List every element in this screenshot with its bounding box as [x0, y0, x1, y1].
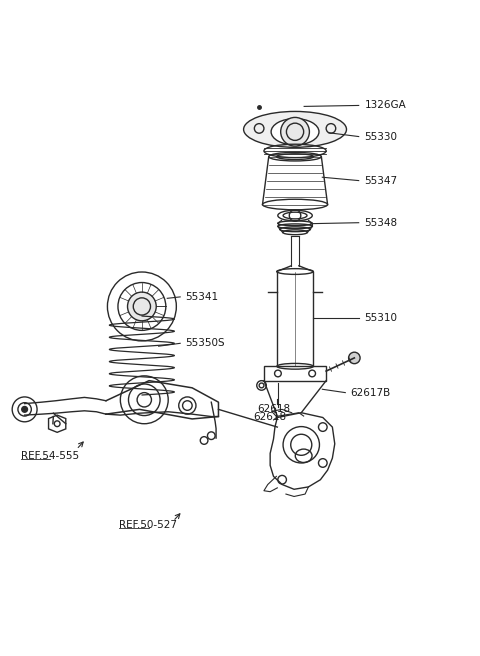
- Text: 62617B: 62617B: [350, 388, 390, 398]
- Circle shape: [128, 292, 156, 321]
- Text: 55350S: 55350S: [185, 338, 225, 348]
- Circle shape: [348, 352, 360, 363]
- Text: 62618: 62618: [257, 404, 290, 415]
- Text: 62618: 62618: [253, 412, 286, 422]
- Text: REF.54-555: REF.54-555: [21, 451, 79, 461]
- Text: 1326GA: 1326GA: [364, 100, 406, 110]
- Text: 55347: 55347: [364, 176, 397, 186]
- Text: 55330: 55330: [364, 132, 397, 142]
- Circle shape: [22, 407, 27, 412]
- Text: 55348: 55348: [364, 218, 397, 228]
- Ellipse shape: [243, 112, 347, 148]
- Text: REF.50-527: REF.50-527: [120, 520, 178, 530]
- Text: 55310: 55310: [364, 314, 397, 323]
- Ellipse shape: [271, 119, 319, 145]
- Circle shape: [281, 117, 310, 146]
- Text: 55341: 55341: [185, 292, 218, 302]
